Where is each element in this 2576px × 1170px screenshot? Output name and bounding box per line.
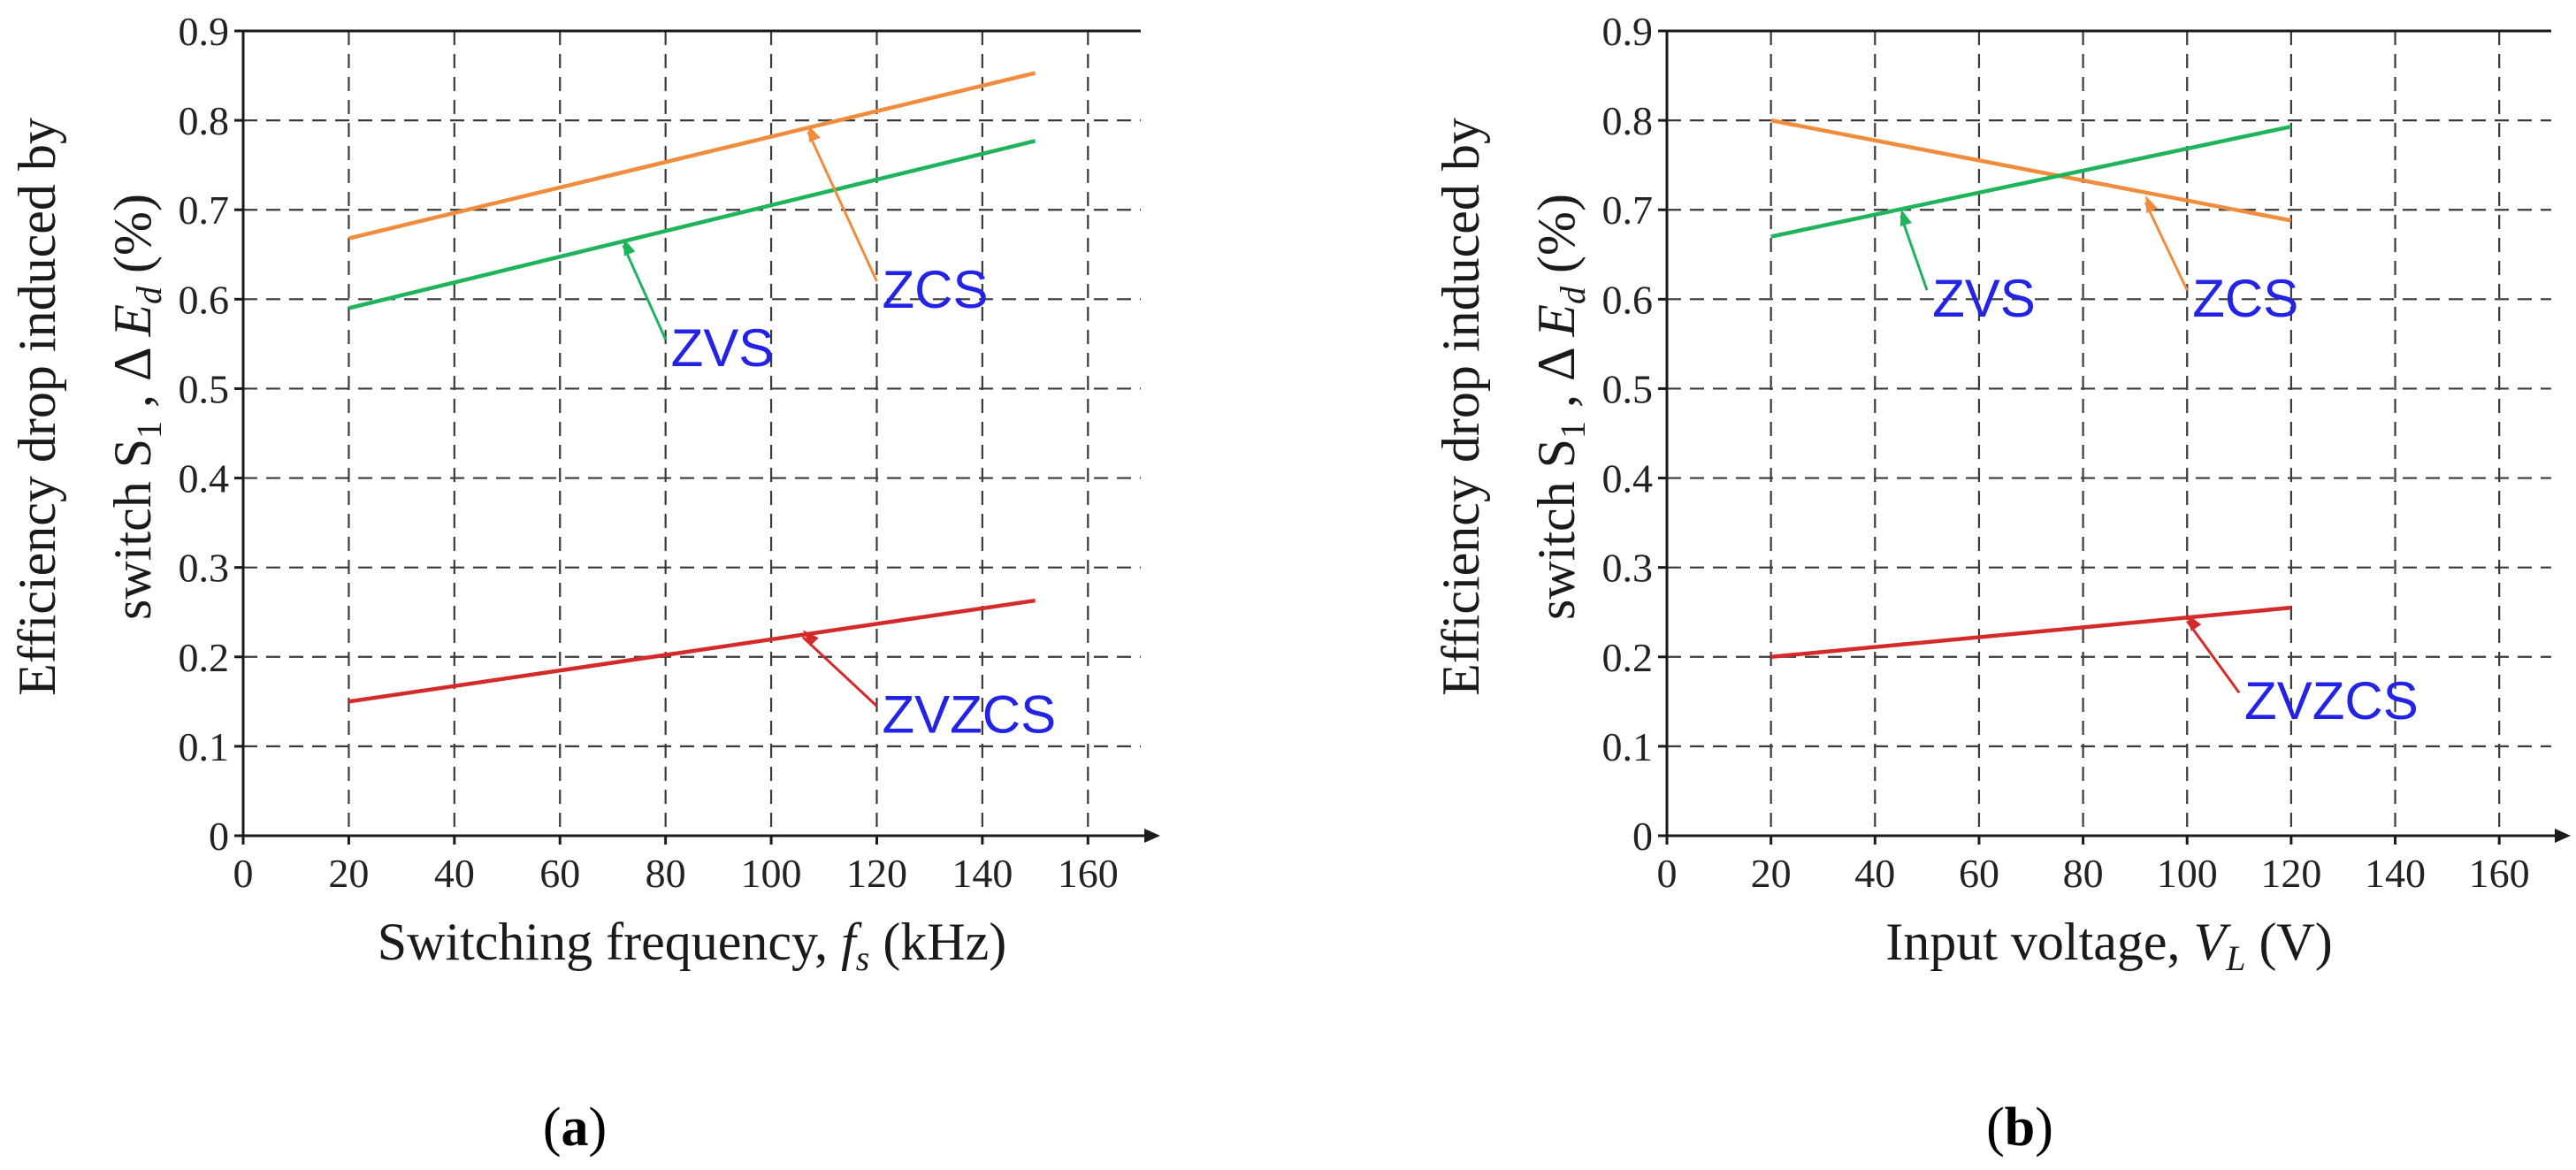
chart-panel-b: 0 0.1 0.2 0.3 0.4 0.5 0.6 0.7 0.8 0.9 0 20 40 60 80 100… xyxy=(1432,9,2571,978)
pb-xtick-label: 0 xyxy=(1657,851,1678,896)
pb-ytick-label: 0.7 xyxy=(1602,187,1654,233)
pb-y-axis-label-line2: switch S1 , Δ Ed (%) xyxy=(1527,194,1593,620)
panel-label-a: a xyxy=(562,1097,589,1158)
pb-xtick-label: 60 xyxy=(1959,851,1999,896)
pa-ytick-label: 0.5 xyxy=(179,366,230,411)
pa-x-axis-label: Switching frequency, fs (kHz) xyxy=(378,913,1006,978)
pb-annotation-label-zvzcs: ZVZCS xyxy=(2244,671,2419,730)
pb-ytick-label: 0.5 xyxy=(1602,366,1654,411)
pb-y-axis-label-line1: Efficiency drop induced by xyxy=(1432,118,1490,696)
pa-annotation-label-zcs: ZCS xyxy=(882,260,988,319)
pa-xtick-label: 80 xyxy=(646,851,686,896)
pb-ytick-label: 0.8 xyxy=(1602,98,1654,143)
pb-annotation-label-zcs: ZCS xyxy=(2192,269,2298,328)
pa-ytick-label: 0.4 xyxy=(179,456,230,501)
pa-xtick-label: 140 xyxy=(952,851,1013,896)
pb-x-axis-arrow xyxy=(2555,829,2571,843)
pa-ytick-label: 0.3 xyxy=(179,546,230,591)
pa-grid xyxy=(243,29,1141,836)
pb-series-line-zvs xyxy=(1770,124,2292,239)
pb-annotation-arrowhead-zvzcs xyxy=(2187,614,2202,631)
pa-series-line-zvs xyxy=(348,139,1036,310)
pb-annotation-arrowhead-zvs xyxy=(1900,209,1912,227)
pa-y-axis-label-line1: Efficiency drop induced by xyxy=(8,118,66,696)
pa-ytick-label: 0.9 xyxy=(179,9,230,54)
pb-grid xyxy=(1667,29,2551,836)
pb-xtick-label: 20 xyxy=(1751,851,1792,896)
pa-x-axis-arrow xyxy=(1144,829,1160,843)
pa-ytick-label: 0.2 xyxy=(179,635,230,680)
pa-ytick-label: 0.8 xyxy=(179,98,230,143)
pb-xtick-label: 120 xyxy=(2260,851,2321,896)
pb-series-line-zvzcs xyxy=(1770,605,2292,660)
pa-ytick-label: 0.7 xyxy=(179,187,230,233)
pb-ytick-label: 0.6 xyxy=(1602,277,1654,322)
pb-xtick-label: 100 xyxy=(2157,851,2218,896)
pa-xtick-label: 100 xyxy=(741,851,802,896)
pb-ytick-label: 0.9 xyxy=(1602,9,1654,54)
pa-annotation-arrowhead-zvzcs xyxy=(802,630,819,646)
pa-ytick-label: 0 xyxy=(209,814,229,859)
panel-caption-b: (b) xyxy=(1986,1097,2053,1158)
pa-annotation-label-zvzcs: ZVZCS xyxy=(882,684,1056,744)
pb-ytick-label: 0 xyxy=(1632,814,1653,859)
pb-xtick-label: 80 xyxy=(2063,851,2104,896)
pa-ytick-label: 0.6 xyxy=(179,277,230,322)
pa-annotation-leader-zvzcs xyxy=(801,636,878,707)
pa-y-axis-label-line2: switch S1 , Δ Ed (%) xyxy=(103,194,169,620)
pb-annotation-leader-zcs xyxy=(2144,202,2189,291)
panel-label-b: b xyxy=(2005,1097,2035,1158)
pa-annotation-label-zvs: ZVS xyxy=(671,318,775,378)
pa-annotation-arrowhead-zcs xyxy=(807,125,821,143)
pa-annotation-arrowhead-zvs xyxy=(623,238,636,256)
pb-ytick-label: 0.3 xyxy=(1602,546,1654,591)
pb-xtick-label: 140 xyxy=(2365,851,2426,896)
panel-caption-a: (a) xyxy=(543,1097,607,1158)
pa-xtick-label: 40 xyxy=(434,851,475,896)
chart-panel-a: 0 0.1 0.2 0.3 0.4 0.5 0.6 0.7 0.8 0.9 0 20 40 60 80 100… xyxy=(8,9,1160,978)
pb-ytick-label: 0.4 xyxy=(1602,456,1654,501)
pb-annotation-arrowhead-zcs xyxy=(2145,195,2158,213)
pa-xtick-label: 160 xyxy=(1058,851,1119,896)
pa-ytick-label: 0.1 xyxy=(179,724,230,769)
pa-annotation-leader-zcs xyxy=(806,131,878,282)
pa-xtick-label: 120 xyxy=(846,851,907,896)
pb-ytick-label: 0.2 xyxy=(1602,635,1654,680)
pa-series-line-zcs xyxy=(348,71,1036,241)
pa-xtick-label: 20 xyxy=(328,851,369,896)
pb-series-line-zcs xyxy=(1770,118,2292,223)
pa-annotation-leader-zvs xyxy=(622,244,668,340)
pb-x-axis-label: Input voltage, VL (V) xyxy=(1885,913,2332,978)
pb-annotation-leader-zvzcs xyxy=(2186,620,2241,694)
pb-annotation-label-zvs: ZVS xyxy=(1932,269,2036,328)
pa-series-line-zvzcs xyxy=(348,598,1036,704)
pb-annotation-leader-zvs xyxy=(1900,215,1929,291)
pa-xtick-label: 60 xyxy=(539,851,580,896)
pb-xtick-label: 40 xyxy=(1854,851,1895,896)
pb-ytick-label: 0.1 xyxy=(1602,724,1654,769)
pb-xtick-label: 160 xyxy=(2469,851,2530,896)
pa-xtick-label: 0 xyxy=(233,851,254,896)
